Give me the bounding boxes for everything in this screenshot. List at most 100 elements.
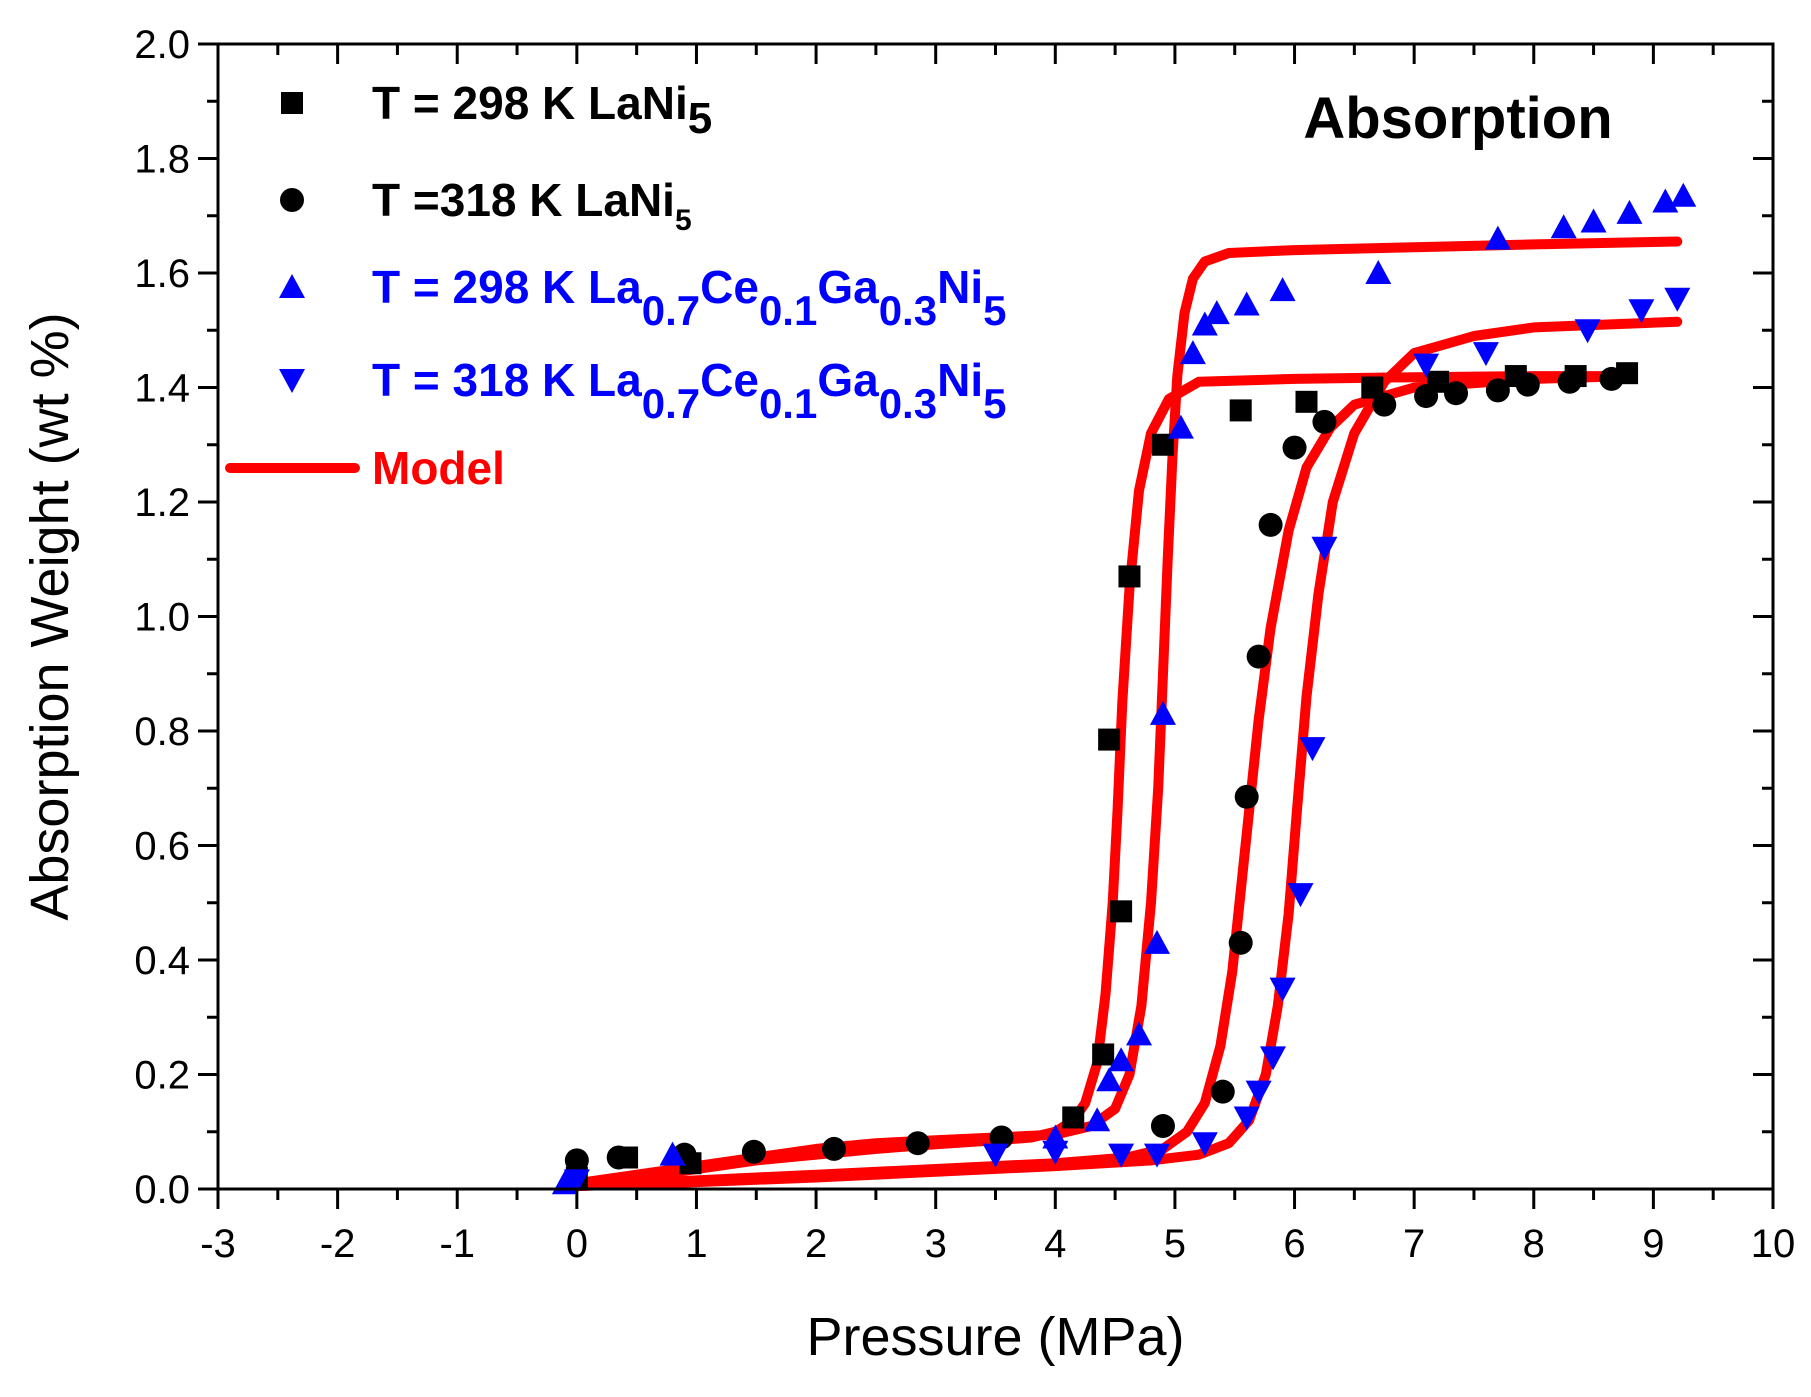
x-tick-label: 5 [1164,1222,1186,1266]
data-point-series-3 [1365,260,1392,284]
x-axis: -3 -2 -1 0 1 2 3 4 5 6 7 8 9 10 [200,44,1795,1266]
data-point-series-2 [1312,409,1337,434]
legend-marker-4 [279,369,305,393]
x-tick-label: 4 [1044,1222,1066,1266]
y-tick-label: 0.2 [134,1054,190,1098]
data-point-series-2 [564,1148,589,1173]
data-point-series-2 [1210,1079,1235,1104]
legend-item-2: T =318 K LaNi5 [280,174,692,237]
data-point-series-3 [1203,300,1230,325]
model-curve-4 [571,316,1683,1192]
legend-item-3: T = 298 K La0.7Ce0.1Ga0.3Ni5 [279,261,1006,334]
data-point-series-3 [1149,700,1176,725]
data-point-series-1 [1361,376,1384,399]
data-point-series-3 [1484,225,1511,250]
data-point-series-3 [1670,182,1697,207]
data-point-series-4 [1472,342,1499,367]
data-point-series-4 [1042,1140,1069,1165]
data-point-series-2 [1282,435,1307,460]
data-point-series-3 [1580,208,1607,233]
legend-label: Model [372,442,505,494]
data-point-series-1 [1151,433,1174,456]
x-tick-label: 9 [1642,1222,1664,1266]
data-point-series-3 [1269,277,1296,302]
legend-marker-1 [281,92,303,114]
data-point-series-4 [1233,1106,1260,1131]
data-point-series-3 [1108,1047,1135,1072]
x-tick-label: 3 [925,1222,947,1266]
data-point-series-2 [1485,378,1510,403]
legend: T = 298 K LaNi5 T =318 K LaNi5 T = 298 K L… [225,77,1006,494]
y-tick-label: 1.6 [134,252,190,296]
data-points [551,182,1697,1195]
x-tick-label: 6 [1283,1222,1305,1266]
data-point-series-4 [1260,1046,1287,1071]
data-point-series-1 [1118,565,1141,588]
data-point-series-2 [1234,784,1259,809]
y-tick-label: 1.0 [134,596,190,640]
data-point-series-4 [1191,1132,1218,1157]
legend-item-5: Model [225,442,505,494]
data-point-series-4 [1628,299,1655,324]
data-point-series-4 [982,1143,1009,1168]
data-point-series-4 [1413,353,1440,378]
data-point-series-2 [1444,381,1469,406]
data-point-series-2 [1599,366,1624,391]
data-point-series-2 [1372,392,1397,417]
data-point-series-1 [1110,900,1133,923]
data-point-series-4 [1664,287,1691,312]
legend-item-4: T = 318 K La0.7Ce0.1Ga0.3Ni5 [279,354,1006,427]
data-point-series-2 [905,1131,930,1156]
y-tick-label: 0.8 [134,710,190,754]
x-tick-label: -2 [320,1222,356,1266]
data-point-series-2 [989,1125,1014,1150]
data-point-series-3 [1550,214,1577,239]
legend-label: T = 298 K La0.7Ce0.1Ga0.3Ni5 [372,261,1006,334]
x-tick-label: 8 [1523,1222,1545,1266]
data-point-series-1 [1098,728,1121,751]
y-tick-label: 1.2 [134,481,190,525]
data-point-series-4 [1311,536,1338,561]
data-point-series-2 [1557,369,1582,394]
data-point-series-4 [1287,883,1314,908]
data-point-series-2 [1228,930,1253,955]
y-axis: 0.0 0.2 0.4 0.6 0.8 1.0 1.2 1.4 1.6 1.8 2.0 [134,23,1773,1212]
y-axis-title: Absorption Weight (wt %) [20,312,80,920]
data-point-series-2 [1150,1114,1175,1139]
data-point-series-4 [563,1169,590,1194]
data-point-series-2 [1258,512,1283,537]
data-point-series-2 [1414,384,1439,409]
y-tick-label: 0.6 [134,825,190,869]
data-point-series-4 [1299,737,1326,762]
data-point-series-4 [1245,1080,1272,1105]
x-tick-label: 0 [566,1222,588,1266]
legend-item-1: T = 298 K LaNi5 [281,77,712,143]
y-tick-label: 1.8 [134,138,190,182]
x-tick-label: -3 [200,1222,236,1266]
data-point-series-4 [1269,977,1296,1002]
data-point-series-3 [1084,1107,1111,1132]
chart-title: Absorption [1303,86,1612,151]
data-point-series-3 [1167,414,1194,439]
legend-label: T = 298 K LaNi5 [372,77,712,143]
data-point-series-2 [1246,644,1271,669]
data-point-series-3 [1143,929,1170,954]
x-tick-label: 7 [1403,1222,1425,1266]
x-tick-label: 2 [805,1222,827,1266]
y-tick-label: 1.4 [134,367,190,411]
data-point-series-2 [606,1145,631,1170]
data-point-series-3 [1616,199,1643,224]
data-point-series-2 [822,1136,847,1161]
data-point-series-1 [1062,1106,1085,1129]
data-point-series-2 [741,1139,766,1164]
data-point-series-3 [1126,1021,1153,1046]
y-tick-label: 0.0 [134,1168,190,1212]
data-point-series-3 [659,1141,686,1166]
y-tick-label: 2.0 [134,23,190,67]
data-point-series-1 [1295,390,1318,413]
data-point-series-3 [1233,291,1260,316]
legend-marker-3 [279,274,305,298]
y-tick-label: 0.4 [134,939,190,983]
data-point-series-3 [1179,340,1206,365]
